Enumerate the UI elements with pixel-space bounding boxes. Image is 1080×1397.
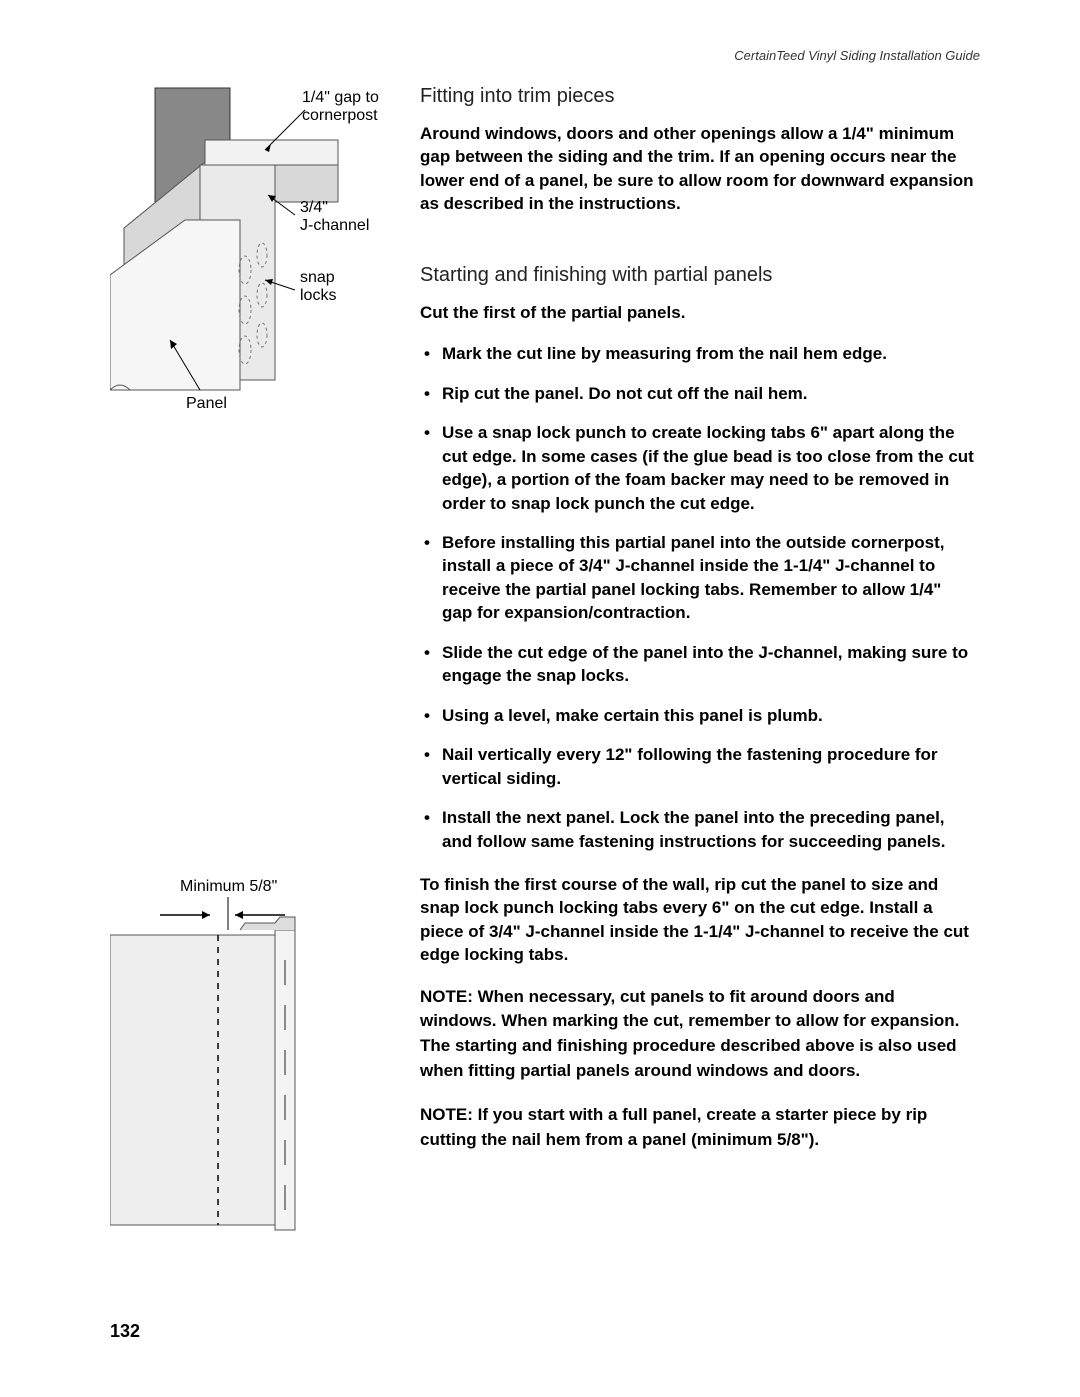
label-min: Minimum 5/8" xyxy=(180,878,277,895)
diagram-starter-strip: Minimum 5/8" xyxy=(110,875,340,1235)
section-body-trim: Around windows, doors and other openings… xyxy=(420,122,975,216)
step-item: Before installing this partial panel int… xyxy=(420,531,975,625)
step-item: Nail vertically every 12" following the … xyxy=(420,743,975,790)
step-item: Mark the cut line by measuring from the … xyxy=(420,342,975,365)
note-label-2: NOTE: xyxy=(420,1105,478,1124)
diagram-cornerpost: 1/4" gap to cornerpost 3/4" J-channel sn… xyxy=(110,80,390,430)
label-panel: Panel xyxy=(186,395,227,412)
note-label-1: NOTE: xyxy=(420,987,478,1006)
note-body-1: When necessary, cut panels to fit around… xyxy=(420,987,959,1080)
page-header: CertainTeed Vinyl Siding Installation Gu… xyxy=(734,48,980,63)
step-item: Slide the cut edge of the panel into the… xyxy=(420,641,975,688)
right-column: Fitting into trim pieces Around windows,… xyxy=(420,85,975,1173)
section-intro-partial: Cut the first of the partial panels. xyxy=(420,301,975,324)
step-item: Rip cut the panel. Do not cut off the na… xyxy=(420,382,975,405)
step-item: Use a snap lock punch to create locking … xyxy=(420,421,975,515)
left-column: 1/4" gap to cornerpost 3/4" J-channel sn… xyxy=(110,80,390,430)
label-snap: snap locks xyxy=(300,269,339,304)
section-title-partial: Starting and finishing with partial pane… xyxy=(420,264,975,287)
section-title-trim: Fitting into trim pieces xyxy=(420,85,975,108)
note-2: NOTE: If you start with a full panel, cr… xyxy=(420,1103,975,1152)
note-body-2: If you start with a full panel, create a… xyxy=(420,1105,927,1149)
step-list: Mark the cut line by measuring from the … xyxy=(420,342,975,853)
page-number: 132 xyxy=(110,1321,140,1342)
label-jchannel: 3/4" J-channel xyxy=(300,199,369,234)
label-gap: 1/4" gap to cornerpost xyxy=(302,89,383,124)
finish-paragraph: To finish the first course of the wall, … xyxy=(420,873,975,967)
step-item: Install the next panel. Lock the panel i… xyxy=(420,806,975,853)
note-1: NOTE: When necessary, cut panels to fit … xyxy=(420,985,975,1084)
step-item: Using a level, make certain this panel i… xyxy=(420,704,975,727)
